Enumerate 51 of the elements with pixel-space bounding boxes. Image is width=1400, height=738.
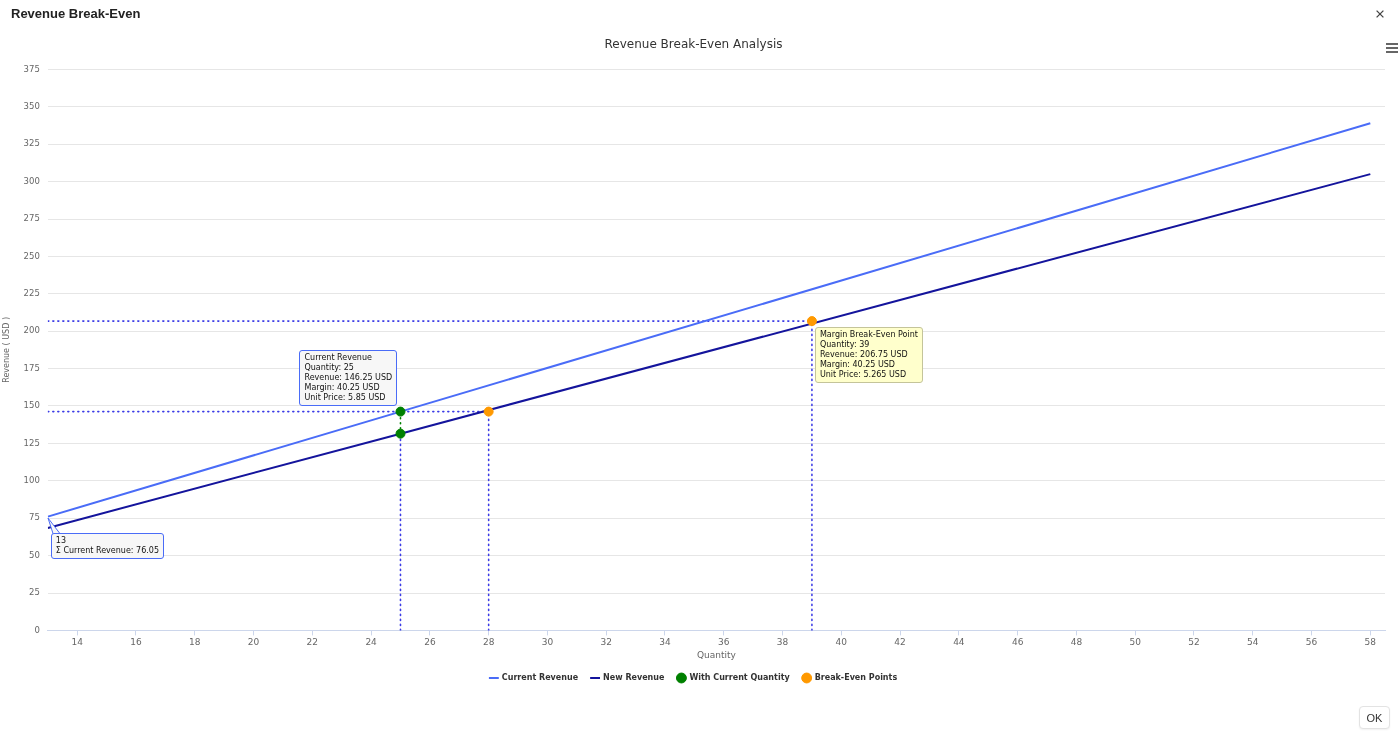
- x-tick-label: 34: [659, 637, 671, 648]
- x-tick-label: 36: [718, 637, 730, 648]
- text: Revenue Break-Even: [11, 6, 141, 21]
- y-tick-label: 300: [23, 175, 40, 186]
- x-tick-label: 26: [424, 637, 436, 648]
- x-tick-label: 54: [1247, 637, 1259, 648]
- x-tick-label: 32: [600, 637, 612, 648]
- x-tick-label: 46: [1011, 637, 1024, 648]
- y-tick-label: 275: [23, 213, 40, 224]
- y-tick-label: 250: [23, 250, 40, 261]
- x-tick-label: 14: [71, 637, 84, 648]
- annotation: 13 Σ Current Revenue: 76.05: [50, 532, 164, 559]
- y-tick-label: 50: [29, 549, 40, 560]
- legend-label: New Revenue: [603, 673, 665, 683]
- y-tick-label: 200: [23, 325, 40, 336]
- x-tick-label: 28: [482, 637, 495, 648]
- y-tick-label: 75: [29, 512, 40, 523]
- legend-label: Current Revenue: [501, 673, 579, 683]
- x-tick-label: 50: [1129, 637, 1142, 648]
- x-tick-label: 42: [894, 637, 906, 648]
- y-tick-label: 125: [23, 437, 40, 448]
- x-tick-label: 20: [247, 637, 260, 648]
- y-tick-label: 350: [23, 101, 40, 111]
- annotation: Margin Break-Even Point Quantity: 39 Revenue: 206.75 USD Margin: 40.25 USD Unit Price: 5.265 USD: [814, 327, 923, 384]
- x-tick-label: 48: [1070, 637, 1083, 648]
- y-tick-label: 325: [23, 138, 40, 149]
- ok-button: OK: [1359, 706, 1390, 729]
- legend-label: With Current Quantity: [689, 673, 791, 683]
- y-tick-label: 150: [23, 400, 40, 411]
- y-tick-label: 175: [23, 362, 40, 373]
- x-tick-label: 58: [1364, 637, 1377, 648]
- y-tick-label: 375: [23, 63, 40, 74]
- y-tick-label: 25: [29, 587, 40, 598]
- legend-label: Break-Even Points: [814, 673, 898, 683]
- y-tick-label: 225: [23, 288, 40, 298]
- x-tick-label: 56: [1305, 637, 1318, 648]
- chart-title: Revenue Break-Even Analysis: [604, 37, 783, 52]
- x-tick-label: 18: [189, 637, 201, 648]
- x-tick-label: 22: [306, 637, 319, 648]
- x-tick-label: 30: [541, 637, 554, 648]
- y-axis-title: Revenue ( USD ): [1, 316, 11, 383]
- x-tick-label: 40: [835, 637, 848, 648]
- x-tick-label: 16: [130, 637, 142, 648]
- y-tick-label: 100: [23, 475, 40, 485]
- x-tick-label: 24: [365, 637, 378, 648]
- y-tick-label: 0: [34, 624, 40, 635]
- x-axis-title: Quantity: [696, 649, 737, 660]
- annotation: Current Revenue Quantity: 25 Revenue: 146.25 USD Margin: 40.25 USD Unit Price: 5.85 USD: [299, 349, 398, 406]
- x-tick-label: 44: [953, 637, 965, 648]
- x-tick-label: 38: [776, 637, 789, 648]
- x-tick-label: 52: [1188, 637, 1200, 648]
